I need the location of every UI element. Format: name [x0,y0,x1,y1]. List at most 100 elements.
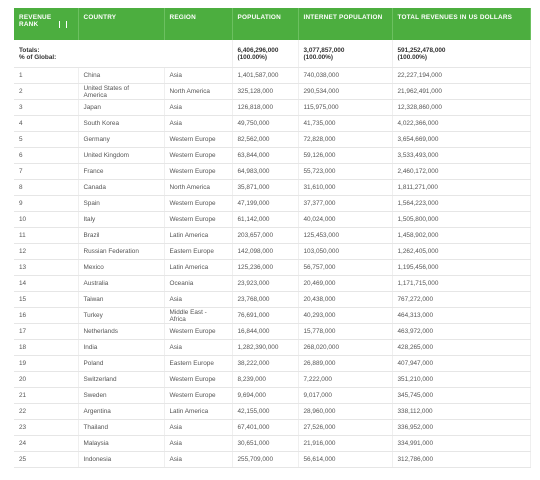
table-row: 8 Canada North America 35,871,000 31,610,000… [14,179,531,196]
population: 49,750,000 [232,115,299,132]
country: Switzerland [78,371,165,388]
region: Latin America [164,259,233,276]
table-row: 23 Thailand Asia 67,401,000 27,526,000 336,95… [14,419,531,436]
total-population-cell: 6,406,296,000 (100.00%) [232,40,299,68]
revenue: 1,505,800,000 [392,211,531,228]
header-country[interactable]: COUNTRY [78,8,165,40]
population: 35,871,000 [232,179,299,196]
region: North America [164,83,233,100]
population: 255,709,000 [232,451,299,468]
region: Oceania [164,275,233,292]
rank: 17 [14,323,79,340]
header-rank[interactable]: REVENUE RANK [14,8,79,40]
country: Sweden [78,387,165,404]
internet-population: 125,453,000 [298,227,393,244]
population: 203,657,000 [232,227,299,244]
population: 125,236,000 [232,259,299,276]
totals-label: % of Global: [19,53,57,61]
region: Latin America [164,403,233,420]
internet-population: 56,757,000 [298,259,393,276]
internet-population: 26,889,000 [298,355,393,372]
table-row: 6 United Kingdom Western Europe 63,844,000 5… [14,147,531,164]
total-internet-cell: 3,077,857,000 (100.00%) [298,40,393,68]
population: 16,844,000 [232,323,299,340]
revenue: 336,952,000 [392,419,531,436]
population: 76,691,000 [232,307,299,324]
population: 63,844,000 [232,147,299,164]
population: 23,923,000 [232,275,299,292]
revenue: 1,262,405,000 [392,243,531,260]
revenue: 464,313,000 [392,307,531,324]
population: 67,401,000 [232,419,299,436]
header-region[interactable]: REGION [164,8,233,40]
header-population[interactable]: POPULATION [232,8,299,40]
revenue: 22,227,194,000 [392,67,531,84]
revenue: 351,210,000 [392,371,531,388]
revenue: 12,328,860,000 [392,99,531,116]
country: United Kingdom [78,147,165,164]
internet-population: 31,610,000 [298,179,393,196]
rank: 22 [14,403,79,420]
region: Asia [164,419,233,436]
rank: 23 [14,419,79,436]
table-row: 21 Sweden Western Europe 9,694,000 9,017,000… [14,387,531,404]
region: Eastern Europe [164,355,233,372]
internet-population: 72,828,000 [298,131,393,148]
table-row: 16 Turkey Middle East - Africa 76,691,000 40… [14,307,531,324]
internet-population: 37,377,000 [298,195,393,212]
header-revenue[interactable]: TOTAL REVENUES IN US DOLLARS [392,8,531,40]
total-population: (100.00%) [237,53,268,61]
total-revenue-cell: 591,252,478,000 (100.00%) [392,40,531,68]
internet-population: 27,526,000 [298,419,393,436]
region: Asia [164,67,233,84]
population: 42,155,000 [232,403,299,420]
internet-population: 7,222,000 [298,371,393,388]
rank: 5 [14,131,79,148]
internet-population: 9,017,000 [298,387,393,404]
rank: 11 [14,227,79,244]
totals-label: Totals: [19,46,40,54]
header-label: POPULATION [237,14,281,21]
internet-population: 40,024,000 [298,211,393,228]
table-row: 12 Russian Federation Eastern Europe 142,09… [14,243,531,260]
rank: 12 [14,243,79,260]
rank: 13 [14,259,79,276]
population: 325,128,000 [232,83,299,100]
header-internet[interactable]: INTERNET POPULATION [298,8,393,40]
revenue: 428,265,000 [392,339,531,356]
total-internet: (100.00%) [303,53,334,61]
total-revenue: (100.00%) [397,53,428,61]
region: Middle East - Africa [164,307,233,324]
country: Mexico [78,259,165,276]
table-row: 11 Brazil Latin America 203,657,000 125,453,… [14,227,531,244]
region: Western Europe [164,387,233,404]
header-label: TOTAL REVENUES IN US DOLLARS [397,14,513,21]
region: Western Europe [164,211,233,228]
country: Argentina [78,403,165,420]
country: Poland [78,355,165,372]
internet-population: 55,723,000 [298,163,393,180]
total-revenue: 591,252,478,000 [397,46,446,54]
rank: 9 [14,195,79,212]
rank: 14 [14,275,79,292]
region: Asia [164,99,233,116]
table-body: Totals:% of Global: 6,406,296,000 (100.00%… [14,40,531,468]
country: Japan [78,99,165,116]
rank: 1 [14,67,79,84]
total-population: 6,406,296,000 [237,46,279,54]
internet-population: 20,469,000 [298,275,393,292]
internet-population: 40,293,000 [298,307,393,324]
population: 64,983,000 [232,163,299,180]
population: 142,098,000 [232,243,299,260]
region: Eastern Europe [164,243,233,260]
table-row: 25 Indonesia Asia 255,709,000 56,614,000 312,… [14,451,531,468]
country: India [78,339,165,356]
population: 47,199,000 [232,195,299,212]
sort-icon [59,20,67,28]
table-row: 9 Spain Western Europe 47,199,000 37,377,000… [14,195,531,212]
revenue: 312,786,000 [392,451,531,468]
rank: 16 [14,307,79,324]
country: France [78,163,165,180]
population: 82,562,000 [232,131,299,148]
country: Indonesia [78,451,165,468]
